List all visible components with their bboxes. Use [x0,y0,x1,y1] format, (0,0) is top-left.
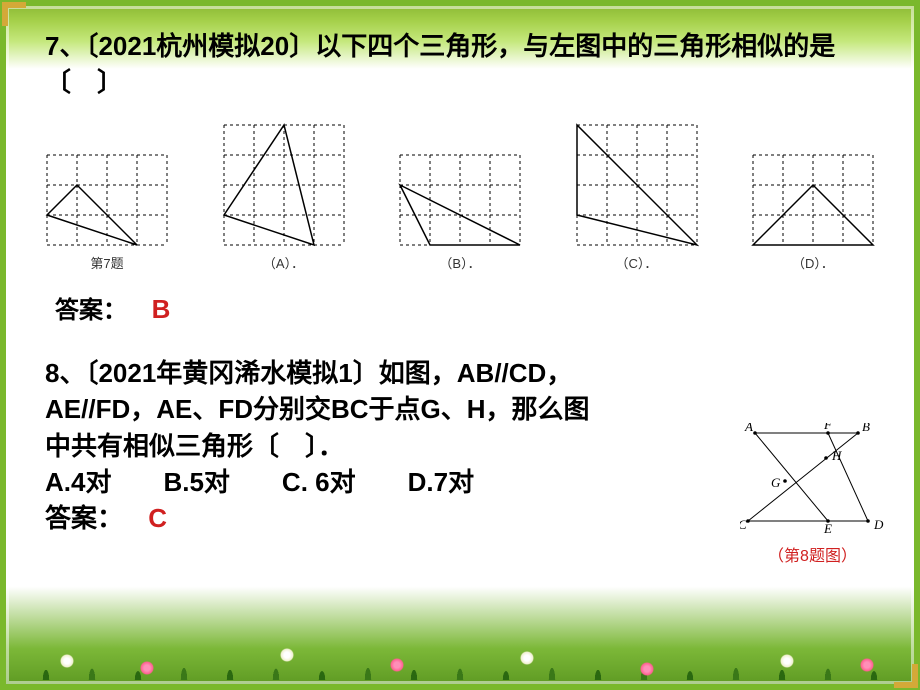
question-8-block: 8、〔2021年黄冈浠水模拟1〕如图，AB//CD， AE//FD，AE、FD分… [45,355,875,537]
q7-fig-c-svg [575,123,699,247]
q7-option-c-label: （C）． [575,253,699,272]
q7-fig-d-svg [751,153,875,247]
flower-decoration [280,648,294,662]
q7-answer-label: 答案： [55,297,127,324]
flower-decoration [60,654,74,668]
q8-line1: 8、〔2021年黄冈浠水模拟1〕如图，AB//CD， [45,355,875,391]
svg-text:F: F [823,423,833,432]
q7-option-c: （C）． [575,123,699,272]
q8-answer-value: C [148,503,167,533]
flower-decoration [780,654,794,668]
flower-decoration [640,662,654,676]
svg-text:G: G [771,475,781,490]
q7-ref-label: 第7题 [45,253,169,272]
q7-fig-b-svg [398,153,522,247]
q7-option-a: （A）． [222,123,346,272]
q7-ref-svg [45,153,169,247]
flower-decoration [390,658,404,672]
q8-figure-label: （第8题图） [740,542,885,566]
svg-text:B: B [862,423,870,434]
q7-option-d-label: （D）． [751,253,875,272]
flower-decoration [140,661,154,675]
q7-answer-row: 答案： B [55,290,875,325]
q7-option-b-label: （B）． [398,253,522,272]
q7-option-a-label: （A）． [222,253,346,272]
svg-text:E: E [823,521,832,536]
corner-decoration-tl [2,2,26,26]
q8-answer-label: 答案： [45,503,123,533]
slide-content: 7、〔2021杭州模拟20〕以下四个三角形，与左图中的三角形相似的是〔 〕 第7… [45,28,875,541]
q7-option-d: （D）． [751,153,875,272]
svg-text:D: D [873,517,884,532]
svg-text:H: H [831,448,842,463]
flower-decoration [860,658,874,672]
question-7-text: 7、〔2021杭州模拟20〕以下四个三角形，与左图中的三角形相似的是〔 〕 [45,28,875,101]
svg-text:C: C [740,517,747,532]
question-7-figures: 第7题 （A）． （B）． （C）． （D）． [45,123,875,272]
q7-option-b: （B）． [398,153,522,272]
q8-figure-block: A F B H G C E D （第8题图） [740,423,885,566]
flower-decoration [520,651,534,665]
q7-answer-value: B [152,294,171,324]
q7-fig-a-svg [222,123,346,247]
svg-text:A: A [744,423,753,434]
q7-reference-figure: 第7题 [45,153,169,272]
q8-diagram-svg: A F B H G C E D [740,423,885,538]
